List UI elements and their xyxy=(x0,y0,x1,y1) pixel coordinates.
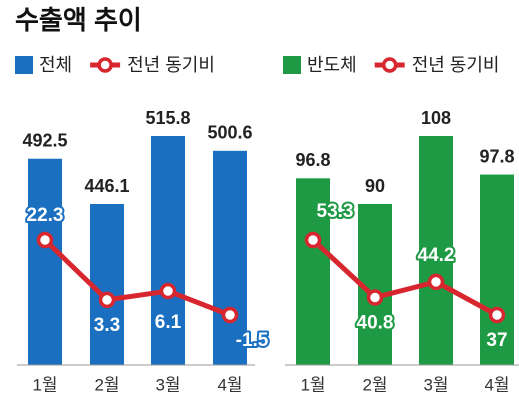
line-value-label: 37 xyxy=(486,330,507,351)
legend-marker xyxy=(381,57,398,73)
x-tick-label: 3월 xyxy=(155,375,180,394)
line xyxy=(43,238,231,318)
line-marker xyxy=(221,306,239,324)
chart-title: 수출액 추이 xyxy=(15,5,142,35)
legend-label: 전년 동기비 xyxy=(412,55,500,75)
line xyxy=(311,238,499,318)
bar-value-label: 500.6 xyxy=(207,123,252,143)
legend-marker xyxy=(97,57,113,73)
line-marker xyxy=(488,306,506,324)
x-tick-label: 1월 xyxy=(32,375,57,394)
bar-value-label: 515.8 xyxy=(145,108,190,128)
legend-swatch xyxy=(283,56,301,74)
line-value-label: 6.1 xyxy=(155,312,182,333)
line-value-label: 53.3 xyxy=(317,201,354,222)
x-tick-label: 4월 xyxy=(484,375,509,394)
line-marker xyxy=(304,231,322,249)
x-tick-label: 2월 xyxy=(362,375,387,394)
bar xyxy=(28,158,62,365)
legend-label: 전체 xyxy=(39,55,72,75)
bar xyxy=(90,204,124,365)
bar xyxy=(296,178,330,365)
line-value-label: 3.3 xyxy=(94,315,120,336)
bar-value-label: 492.5 xyxy=(22,130,67,150)
x-tick-label: 1월 xyxy=(300,375,325,394)
line-value-label: 40.8 xyxy=(357,313,394,334)
bar xyxy=(419,136,453,365)
line-marker xyxy=(366,289,384,306)
legend-swatch xyxy=(15,56,33,74)
bar-value-label: 96.8 xyxy=(295,150,330,170)
line-marker xyxy=(427,273,445,291)
bar-value-label: 90 xyxy=(365,176,385,196)
legend-label: 반도체 xyxy=(307,55,357,75)
x-tick-label: 3월 xyxy=(423,375,448,394)
line-value-label: 22.3 xyxy=(27,205,64,226)
legend-label: 전년 동기비 xyxy=(127,55,215,75)
line-marker xyxy=(36,231,54,249)
line-marker xyxy=(159,282,177,300)
bar xyxy=(480,174,514,365)
line-value-label: 44.2 xyxy=(418,245,455,266)
bar-value-label: 97.8 xyxy=(479,146,514,166)
line-marker xyxy=(98,291,116,309)
x-tick-label: 4월 xyxy=(217,375,242,394)
line-value-label: -1.5 xyxy=(236,330,269,351)
bar-value-label: 446.1 xyxy=(84,176,129,196)
bar xyxy=(213,150,247,365)
x-tick-label: 2월 xyxy=(94,375,119,394)
bar xyxy=(151,136,185,365)
bar-value-label: 108 xyxy=(421,108,451,128)
